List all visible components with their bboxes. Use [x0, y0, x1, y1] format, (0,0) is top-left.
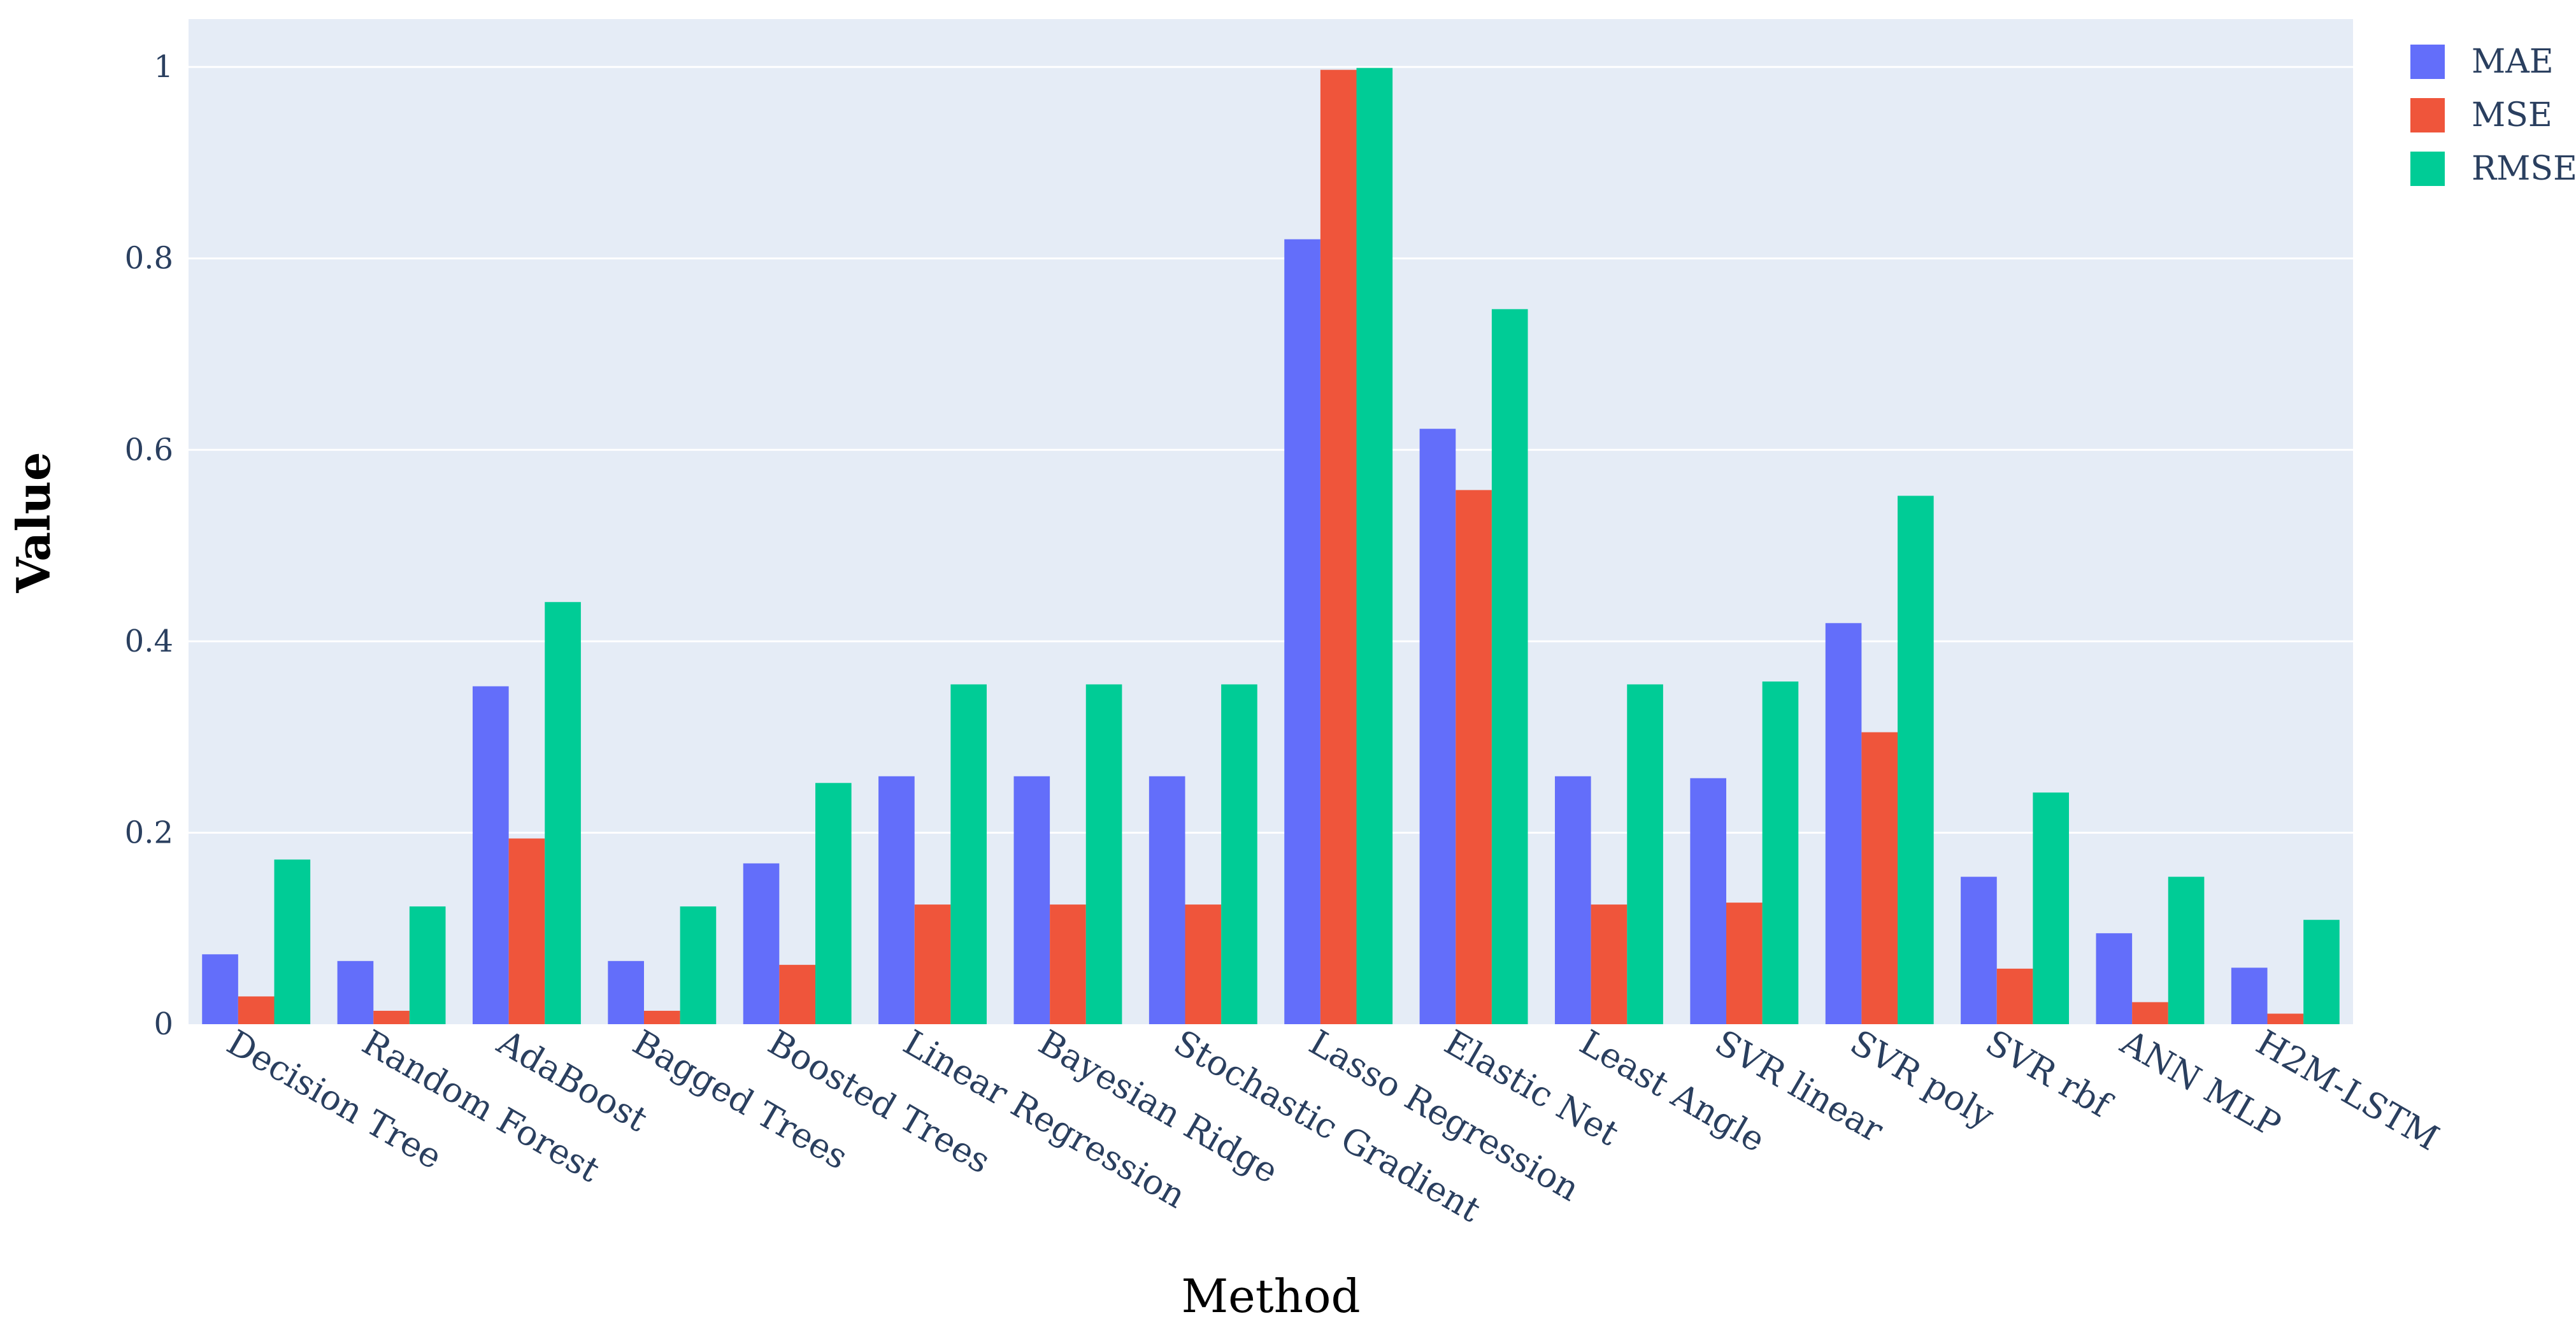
bar-mae-9	[1419, 429, 1456, 1024]
bar-mse-7	[1185, 904, 1222, 1024]
bar-mae-15	[2231, 967, 2268, 1024]
y-axis-title: Value	[6, 452, 61, 593]
bar-mse-15	[2267, 1013, 2304, 1024]
bar-mse-3	[643, 1010, 680, 1024]
bar-rmse-4	[815, 783, 852, 1024]
bar-mse-11	[1726, 903, 1763, 1024]
x-tick-label: Boosted Trees	[761, 1022, 997, 1182]
bar-rmse-12	[1898, 496, 1934, 1024]
legend: MAE MSE RMSE	[2410, 43, 2576, 188]
bar-mse-1	[373, 1010, 410, 1024]
bar-mae-10	[1554, 776, 1591, 1024]
bar-rmse-6	[1085, 684, 1122, 1024]
bar-rmse-0	[274, 859, 311, 1024]
bar-mse-9	[1456, 490, 1492, 1024]
bar-rmse-14	[2168, 876, 2205, 1024]
bar-mae-12	[1825, 623, 1862, 1024]
y-axis-ticks: 0 0.2 0.4 0.6 0.8 1	[125, 49, 173, 1042]
y-tick-label: 0.2	[125, 815, 173, 850]
bar-mae-8	[1284, 239, 1320, 1025]
x-tick-label: H2M-LSTM	[2249, 1022, 2445, 1159]
y-tick-label: 0.4	[125, 624, 173, 659]
bar-mse-14	[2132, 1002, 2168, 1024]
bar-mae-13	[1961, 876, 1997, 1024]
bar-rmse-13	[2033, 792, 2070, 1024]
y-tick-label: 0.6	[125, 432, 173, 468]
bar-mae-14	[2096, 933, 2133, 1024]
bar-mae-2	[472, 686, 509, 1024]
legend-swatch-mae	[2410, 45, 2445, 79]
bar-mse-12	[1861, 732, 1898, 1024]
bar-mse-6	[1050, 904, 1086, 1024]
bar-mae-7	[1148, 776, 1185, 1024]
x-axis-title: Method	[1181, 1269, 1360, 1323]
bar-rmse-7	[1221, 684, 1257, 1024]
bar-mae-4	[743, 863, 780, 1024]
bar-mae-5	[878, 776, 915, 1024]
y-tick-label: 0.8	[125, 241, 173, 276]
legend-swatch-mse	[2410, 98, 2445, 132]
bar-mae-0	[202, 954, 238, 1024]
bar-mae-1	[337, 960, 374, 1024]
bar-mse-4	[779, 964, 816, 1024]
x-tick-label: SVR rbf	[1979, 1022, 2119, 1127]
legend-label-rmse: RMSE	[2472, 150, 2576, 188]
bar-rmse-1	[409, 906, 446, 1024]
legend-label-mae: MAE	[2472, 43, 2554, 81]
bar-mae-11	[1690, 778, 1726, 1024]
bar-rmse-8	[1356, 68, 1393, 1024]
bar-rmse-9	[1491, 309, 1528, 1024]
y-tick-label: 1	[154, 49, 173, 85]
bar-mse-8	[1320, 69, 1357, 1025]
legend-swatch-rmse	[2410, 152, 2445, 186]
bar-mse-2	[508, 838, 545, 1024]
bar-mae-3	[608, 960, 644, 1024]
bar-rmse-3	[680, 906, 717, 1024]
bar-mae-6	[1013, 776, 1050, 1024]
legend-label-mse: MSE	[2472, 96, 2552, 134]
bar-rmse-11	[1762, 681, 1799, 1024]
bar-rmse-5	[950, 684, 987, 1024]
bar-rmse-2	[545, 602, 581, 1024]
bar-mse-10	[1591, 904, 1628, 1024]
x-tick-label: Random Forest	[355, 1022, 606, 1190]
y-tick-label: 0	[154, 1006, 173, 1042]
bar-rmse-10	[1627, 684, 1663, 1024]
bar-mse-0	[238, 996, 275, 1024]
bar-mse-5	[914, 904, 951, 1024]
bars	[202, 68, 2340, 1025]
bar-rmse-15	[2303, 920, 2340, 1024]
bar-mse-13	[1996, 968, 2033, 1024]
